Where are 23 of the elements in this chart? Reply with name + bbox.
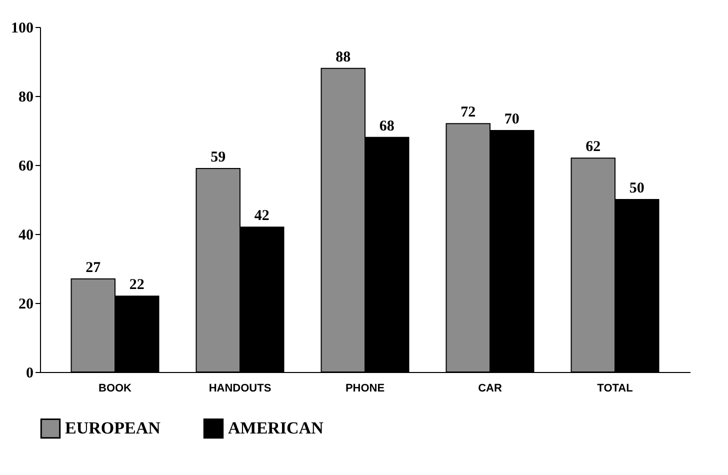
legend-label: AMERICAN: [228, 418, 324, 438]
y-tick-label: 0: [26, 366, 34, 382]
x-tick-label: PHONE: [345, 382, 385, 394]
x-tick-label: BOOK: [98, 382, 132, 394]
data-label: 70: [504, 112, 520, 128]
y-tick-label: 100: [11, 20, 34, 36]
x-tick-label: HANDOUTS: [208, 382, 272, 394]
data-label: 27: [86, 260, 102, 276]
y-tick-label: 60: [18, 158, 34, 174]
data-label: 42: [254, 208, 270, 224]
data-label: 22: [129, 277, 144, 294]
data-label: 50: [629, 180, 644, 196]
y-tick-label: 40: [18, 228, 34, 244]
data-label: 62: [586, 139, 601, 156]
y-tick-label: 20: [18, 296, 34, 312]
data-label: 72: [460, 104, 476, 121]
legend-label: EUROPEAN: [65, 418, 162, 438]
x-tick-label: TOTAL: [597, 382, 634, 394]
data-label: 88: [336, 49, 351, 66]
data-label: 59: [210, 149, 226, 166]
data-label: 68: [379, 118, 394, 134]
y-tick-label: 80: [18, 90, 34, 106]
x-tick-label: CAR: [478, 382, 502, 394]
